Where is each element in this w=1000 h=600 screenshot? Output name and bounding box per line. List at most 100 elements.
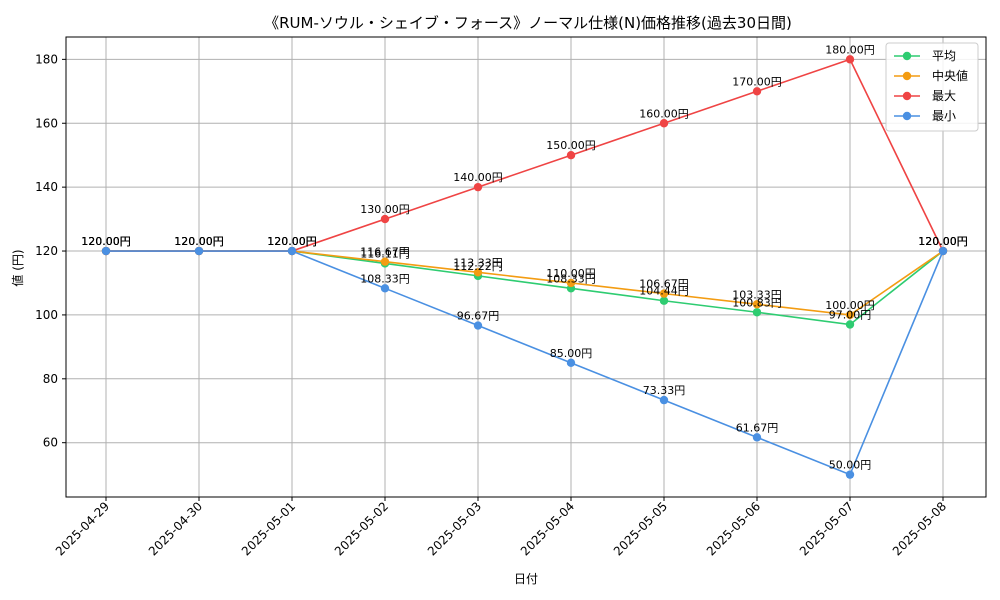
series-line <box>106 250 944 316</box>
data-label: 170.00円 <box>732 75 782 88</box>
data-point <box>380 257 390 266</box>
data-point <box>938 246 948 256</box>
data-label: 120.00円 <box>918 235 968 248</box>
data-label: 103.33円 <box>732 288 782 301</box>
plot-frame <box>65 36 987 498</box>
data-point <box>380 214 390 224</box>
data-label: 61.67円 <box>736 421 779 434</box>
data-point <box>752 87 762 96</box>
data-label: 85.00円 <box>550 347 593 360</box>
x-tick-label: 2025-05-07 <box>797 499 856 558</box>
data-label: 150.00円 <box>546 139 596 152</box>
x-tick-label: 2025-05-08 <box>890 499 949 558</box>
data-point <box>752 300 762 309</box>
data-labels: 120.00円 120.00円 120.00円 116.11円 112.22円 108.3… <box>81 43 968 471</box>
data-point <box>752 433 762 442</box>
y-tick-label: 80 <box>43 372 58 386</box>
data-point <box>845 320 855 329</box>
x-tick-label: 2025-04-30 <box>146 499 205 558</box>
data-label: 120.00円 <box>918 235 968 248</box>
series-line <box>106 250 944 326</box>
data-point <box>845 310 855 320</box>
data-label: 120.00円 <box>81 235 131 248</box>
data-point <box>473 182 483 192</box>
data-point <box>101 246 111 256</box>
legend-label: 最大 <box>932 89 956 103</box>
data-label: 104.44円 <box>639 285 689 298</box>
x-tick-label: 2025-05-06 <box>704 499 763 558</box>
y-tick-label: 120 <box>35 244 58 258</box>
data-point <box>659 395 669 405</box>
data-label: 73.33円 <box>643 384 686 397</box>
data-label: 113.33円 <box>453 256 503 269</box>
legend-swatch-marker <box>902 91 912 101</box>
data-label: 120.00円 <box>918 235 968 248</box>
data-point <box>194 246 204 256</box>
data-label: 97.00円 <box>829 309 872 322</box>
data-point <box>287 246 297 256</box>
data-point <box>380 284 390 293</box>
data-point <box>566 150 576 160</box>
data-point <box>566 278 576 288</box>
data-label: 160.00円 <box>639 107 689 120</box>
series-line <box>106 250 944 476</box>
data-label: 120.00円 <box>81 235 131 248</box>
data-label: 108.33円 <box>546 272 596 285</box>
data-label: 116.11円 <box>360 247 410 260</box>
data-point <box>473 268 483 277</box>
data-label: 120.00円 <box>174 235 224 248</box>
y-tick-label: 60 <box>43 436 58 450</box>
legend-label: 中央値 <box>932 68 968 83</box>
data-point <box>845 55 855 64</box>
legend-swatch-marker <box>902 71 912 81</box>
data-label: 120.00円 <box>918 235 968 248</box>
data-label: 180.00円 <box>825 43 875 56</box>
data-label: 100.00円 <box>825 299 875 312</box>
data-point <box>473 321 483 330</box>
x-tick-label: 2025-05-05 <box>611 499 670 558</box>
legend-label: 最小 <box>932 109 956 123</box>
data-point <box>659 296 669 305</box>
y-tick-label: 160 <box>35 116 58 130</box>
x-tick-label: 2025-05-02 <box>332 499 391 558</box>
y-tick-label: 180 <box>35 52 58 66</box>
data-point <box>659 119 669 128</box>
data-label: 120.00円 <box>267 235 317 248</box>
data-label: 120.00円 <box>267 235 317 248</box>
legend-box <box>885 42 979 132</box>
axes: 60 80 100 120 140 160 180 2025-04-29 2025-04-30 2… <box>35 36 987 558</box>
data-label: 120.00円 <box>267 235 317 248</box>
x-tick-label: 2025-05-04 <box>518 499 577 558</box>
data-label: 116.67円 <box>360 246 410 259</box>
data-point <box>659 289 669 298</box>
data-label: 120.00円 <box>174 235 224 248</box>
data-label: 100.83円 <box>732 296 782 309</box>
legend-swatch-marker <box>902 111 912 121</box>
data-label: 96.67円 <box>457 310 500 323</box>
grid <box>66 37 986 497</box>
data-label: 120.00円 <box>267 235 317 248</box>
y-tick-label: 100 <box>35 308 58 322</box>
series-layer <box>101 55 948 479</box>
x-tick-label: 2025-05-01 <box>239 499 298 558</box>
data-point <box>845 470 855 479</box>
y-tick-label: 140 <box>35 180 58 194</box>
data-label: 120.00円 <box>174 235 224 248</box>
x-tick-label: 2025-05-03 <box>425 499 484 558</box>
x-axis-label: 日付 <box>514 572 538 586</box>
x-tick-label: 2025-04-29 <box>53 499 112 558</box>
data-label: 106.67円 <box>639 278 689 291</box>
data-label: 110.00円 <box>546 267 596 280</box>
legend-swatch-marker <box>902 51 912 61</box>
data-label: 108.33円 <box>360 272 410 285</box>
data-label: 140.00円 <box>453 171 503 184</box>
legend-label: 平均 <box>932 49 956 63</box>
series-line <box>106 58 944 252</box>
data-label: 120.00円 <box>174 235 224 248</box>
data-label: 120.00円 <box>81 235 131 248</box>
y-axis-label: 値 (円) <box>10 249 25 286</box>
data-label: 112.22円 <box>453 260 503 273</box>
data-label: 120.00円 <box>81 235 131 248</box>
